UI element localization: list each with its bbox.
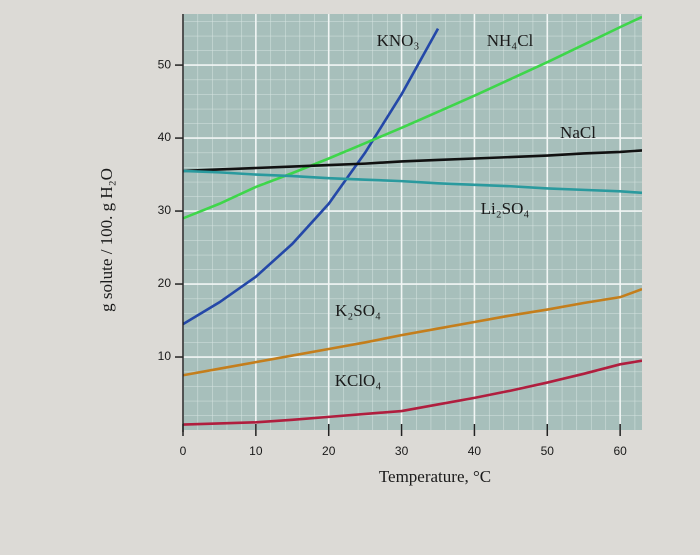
y-tick-label: 50 [158, 57, 172, 71]
x-axis-title: Temperature, °C [379, 467, 491, 486]
series-line [183, 27, 440, 326]
series-line [183, 359, 642, 426]
series-label: KNO₃ [377, 31, 420, 50]
series-label: Li₂SO₄ [481, 199, 530, 218]
series-label: NaCl [560, 123, 596, 142]
x-tick-label: 40 [468, 444, 482, 458]
x-tick-label: 20 [322, 444, 336, 458]
series-line [183, 287, 642, 377]
series-line [183, 149, 642, 173]
x-tick-label: 30 [395, 444, 409, 458]
x-tick-label: 0 [180, 444, 187, 458]
y-tick-label: 20 [158, 276, 172, 290]
series-label: KClO₄ [335, 371, 382, 390]
series-line [183, 169, 642, 195]
x-tick-label: 50 [541, 444, 555, 458]
y-axis-title: g solute / 100. g H₂O [97, 168, 116, 312]
x-tick-label: 10 [249, 444, 263, 458]
series-label: NH₄Cl [487, 31, 534, 50]
y-tick-label: 30 [158, 203, 172, 217]
y-tick-label: 40 [158, 130, 172, 144]
y-tick-label: 10 [158, 349, 172, 363]
series-line [183, 15, 642, 220]
x-tick-label: 60 [613, 444, 627, 458]
series-label: K₂SO₄ [335, 301, 381, 320]
